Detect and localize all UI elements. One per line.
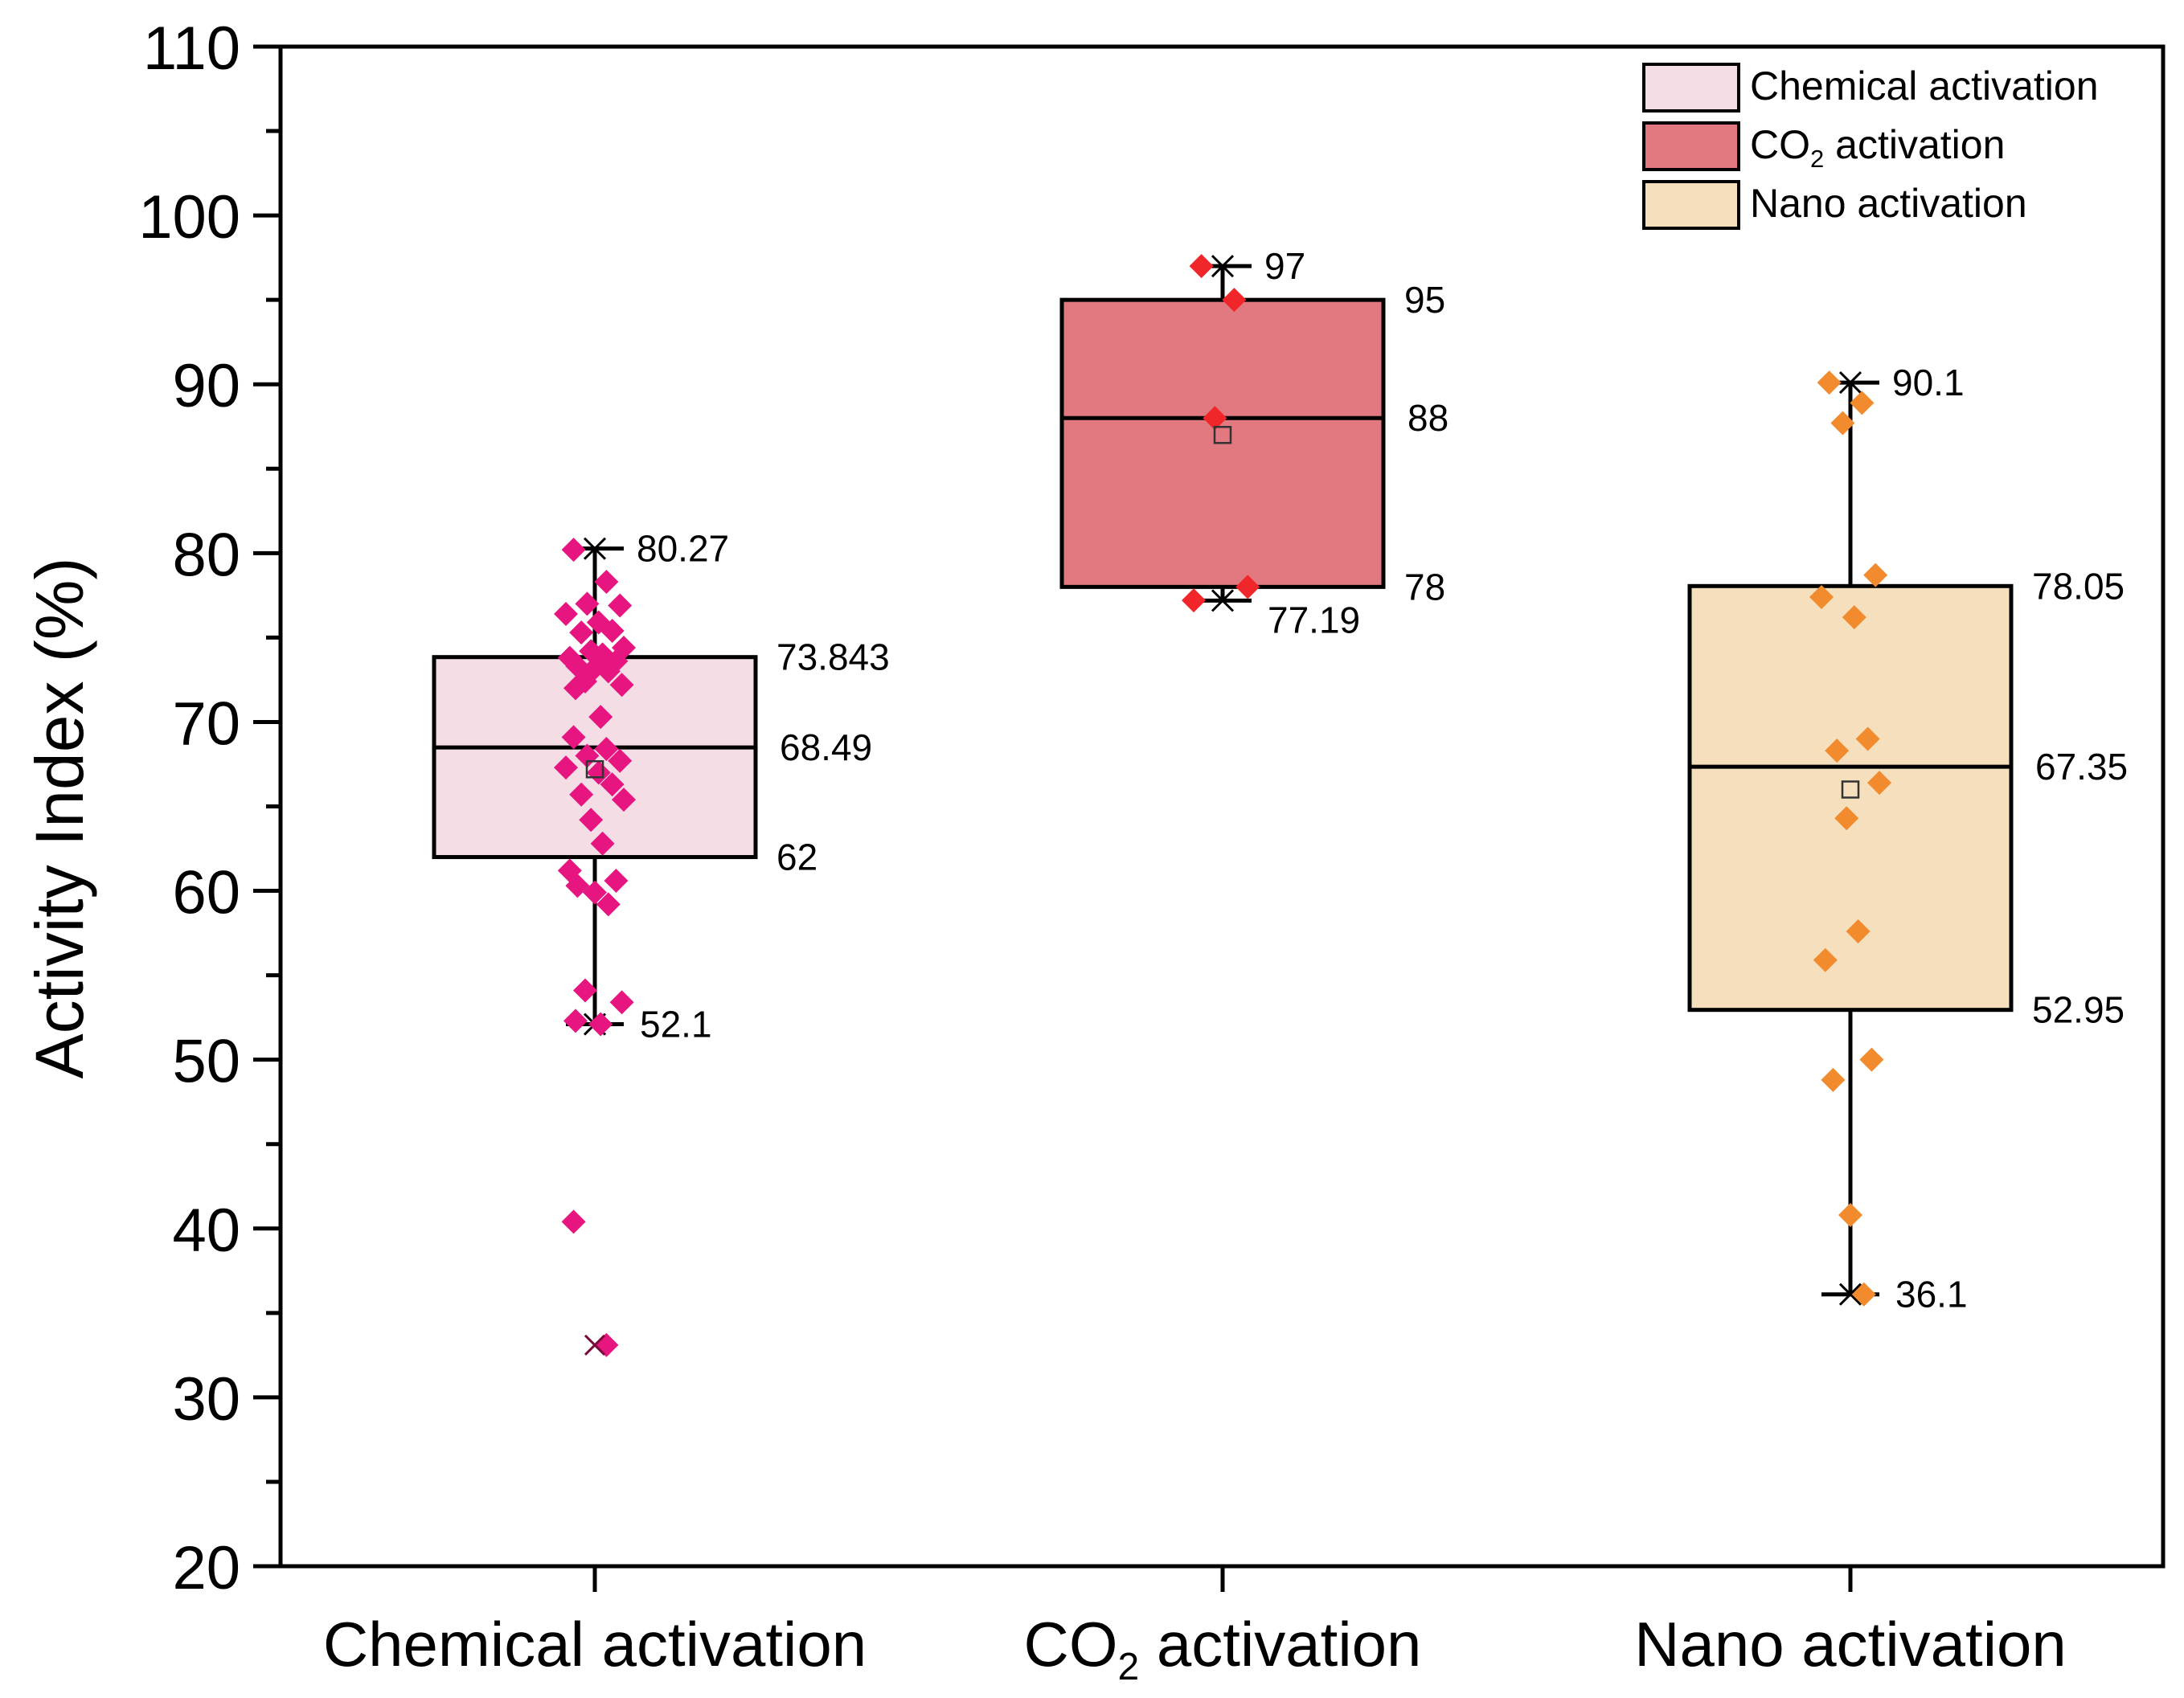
- q1-label: 52.95: [2032, 989, 2125, 1031]
- data-point: [609, 673, 634, 698]
- q3-label: 78.05: [2032, 565, 2125, 607]
- data-point: [554, 601, 578, 626]
- legend-swatch: [1642, 121, 1740, 171]
- data-point: [612, 788, 636, 812]
- data-point: [561, 1209, 586, 1234]
- data-point: [1235, 575, 1260, 599]
- data-point: [1838, 1202, 1862, 1227]
- whisker-end-marker: [1211, 255, 1235, 278]
- mean-marker: [585, 760, 604, 779]
- whisker-high-label: 80.27: [637, 528, 729, 570]
- y-tick-label: 100: [138, 183, 240, 252]
- x-tick-label: Nano activation: [1634, 1609, 2067, 1680]
- y-tick-label: 70: [172, 689, 240, 758]
- y-tick-label: 90: [172, 352, 240, 420]
- x-tick-label: CO2 activation: [1024, 1609, 1422, 1688]
- x-tick-label: Chemical activation: [323, 1609, 867, 1680]
- data-point: [594, 737, 619, 762]
- data-point: [596, 659, 621, 684]
- q1-label: 78: [1404, 566, 1445, 608]
- data-point: [569, 782, 594, 807]
- y-tick-label: 20: [172, 1534, 240, 1602]
- data-point: [1813, 947, 1838, 972]
- legend-label: CO2 activation: [1750, 122, 2005, 173]
- median-label: 67.35: [2035, 746, 2128, 788]
- data-point: [1842, 605, 1866, 630]
- y-tick-label: 60: [172, 859, 240, 927]
- whisker-end-marker: [583, 537, 607, 560]
- data-point: [600, 772, 625, 797]
- data-point: [608, 748, 633, 773]
- legend-swatch: [1642, 180, 1740, 230]
- data-point: [554, 755, 578, 780]
- data-point: [1859, 1047, 1884, 1072]
- data-point: [590, 831, 615, 856]
- data-point: [565, 874, 590, 898]
- whisker-high-label: 97: [1264, 245, 1305, 287]
- whisker-low-label: 77.19: [1268, 599, 1360, 640]
- whisker-end-marker: [1838, 371, 1862, 395]
- data-point: [588, 705, 613, 730]
- y-tick-label: 50: [172, 1028, 240, 1096]
- data-point: [594, 570, 619, 595]
- mean-marker: [1213, 426, 1232, 444]
- data-point: [604, 868, 629, 893]
- data-point: [608, 593, 633, 618]
- data-point: [609, 990, 634, 1015]
- data-point: [1203, 406, 1227, 431]
- data-point: [563, 1009, 588, 1033]
- whisker-end-marker: [1838, 1283, 1862, 1306]
- data-point: [1830, 411, 1855, 436]
- q3-label: 95: [1404, 279, 1445, 321]
- data-point: [1222, 288, 1247, 313]
- data-point: [561, 725, 586, 750]
- y-tick-label: 80: [172, 521, 240, 589]
- y-tick-label: 30: [172, 1365, 240, 1434]
- data-point: [1846, 919, 1871, 943]
- data-point: [563, 676, 588, 701]
- whisker-end-marker: [1211, 589, 1235, 612]
- data-point: [1863, 563, 1888, 587]
- data-point: [579, 808, 604, 833]
- data-point: [575, 591, 600, 616]
- data-point: [569, 620, 594, 645]
- data-point: [596, 892, 621, 917]
- whisker-high-label: 90.1: [1892, 362, 1965, 403]
- data-point: [1189, 254, 1214, 279]
- data-point: [561, 538, 586, 563]
- median-label: 68.49: [780, 726, 872, 768]
- data-point: [1809, 584, 1834, 609]
- data-point: [573, 978, 597, 1003]
- q3-label: 73.843: [776, 636, 890, 678]
- data-point: [1851, 1282, 1876, 1307]
- data-point: [1867, 771, 1891, 796]
- data-point: [1182, 588, 1206, 613]
- data-point: [1825, 739, 1850, 763]
- data-point: [1821, 1067, 1846, 1092]
- y-tick-label: 40: [172, 1197, 240, 1265]
- data-point: [588, 1012, 613, 1037]
- mean-marker: [1841, 780, 1860, 799]
- legend-swatch: [1642, 63, 1740, 113]
- y-tick-label: 110: [143, 14, 240, 83]
- data-point: [1855, 726, 1880, 751]
- data-point: [1817, 370, 1842, 395]
- whisker-low-label: 52.1: [640, 1004, 712, 1045]
- median-label: 88: [1408, 397, 1448, 439]
- q1-label: 62: [776, 837, 817, 878]
- legend-label: Nano activation: [1750, 181, 2027, 226]
- data-point: [586, 760, 611, 785]
- y-axis-label: Activity Index (%): [22, 558, 97, 1079]
- outlier-marker: [584, 1334, 606, 1356]
- whisker-low-label: 36.1: [1895, 1274, 1968, 1315]
- data-point: [1850, 391, 1875, 415]
- data-point: [600, 618, 625, 643]
- data-point: [583, 880, 607, 905]
- legend-label: Chemical activation: [1750, 63, 2099, 108]
- data-point: [1834, 806, 1859, 831]
